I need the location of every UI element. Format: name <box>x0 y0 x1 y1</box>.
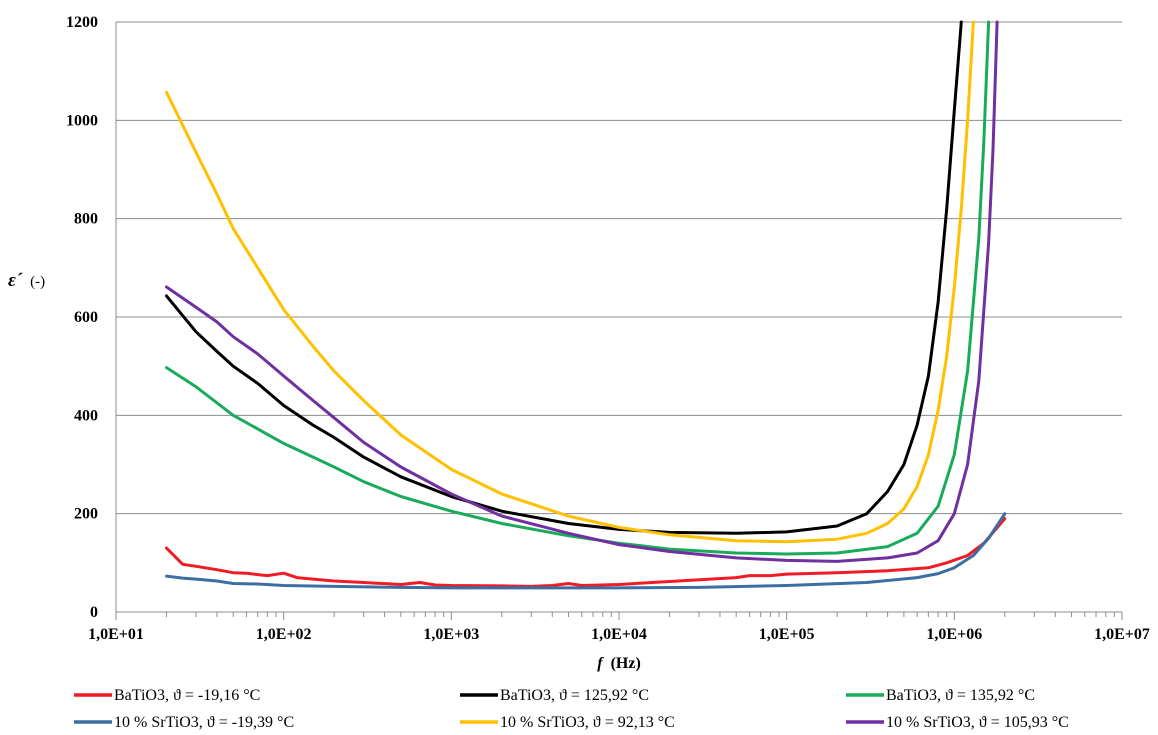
legend-label: 10 % SrTiO3, ϑ = -19,39 °C <box>114 714 294 731</box>
x-tick-label: 1,0E+03 <box>423 626 479 643</box>
series-line-1 <box>165 517 1007 588</box>
y-tick-label: 0 <box>90 604 98 621</box>
legend-label: 10 % SrTiO3, ϑ = 105,93 °C <box>886 714 1069 731</box>
x-axis-symbol: f <box>597 655 604 672</box>
y-axis-title: ε´ (-) <box>8 270 45 291</box>
x-tick-label: 1,0E+05 <box>759 626 815 643</box>
series-line-5 <box>165 20 991 556</box>
legend-label: BaTiO3, ϑ = 125,92 °C <box>500 687 649 704</box>
series-line-2 <box>165 512 1007 590</box>
y-tick-label: 400 <box>74 407 98 424</box>
x-tick-label: 1,0E+07 <box>1094 626 1150 643</box>
x-axis-title: f (Hz) <box>597 655 641 672</box>
y-tick-label: 1000 <box>66 112 98 129</box>
x-tick-label: 1,0E+01 <box>88 626 144 643</box>
series-line-4 <box>165 20 975 544</box>
x-tick-label: 1,0E+02 <box>256 626 312 643</box>
x-tick-label: 1,0E+06 <box>926 626 982 643</box>
y-axis-symbol: ε´ <box>8 270 23 291</box>
plot-series <box>165 20 1007 590</box>
y-tick-label: 200 <box>74 506 98 523</box>
x-tick-label: 1,0E+04 <box>591 626 647 643</box>
x-axis-unit: (Hz) <box>611 655 641 672</box>
legend: BaTiO3, ϑ = -19,16 °C 10 % SrTiO3, ϑ = -1… <box>74 687 1069 731</box>
y-tick-label: 800 <box>74 211 98 228</box>
legend-label: 10 % SrTiO3, ϑ = 92,13 °C <box>500 714 675 731</box>
y-tick-label: 600 <box>74 309 98 326</box>
y-axis-ticks: 0 200 400 600 800 1000 1200 <box>66 14 98 621</box>
x-axis-ticks: 1,0E+01 1,0E+02 1,0E+03 1,0E+04 1,0E+05 1,0E+… <box>88 612 1150 643</box>
legend-label: BaTiO3, ϑ = -19,16 °C <box>114 687 260 704</box>
y-axis-unit: (-) <box>30 274 45 290</box>
y-tick-label: 1200 <box>66 14 98 31</box>
series-line-6 <box>165 20 999 563</box>
series-line-3 <box>165 20 963 535</box>
legend-label: BaTiO3, ϑ = 135,92 °C <box>886 687 1035 704</box>
